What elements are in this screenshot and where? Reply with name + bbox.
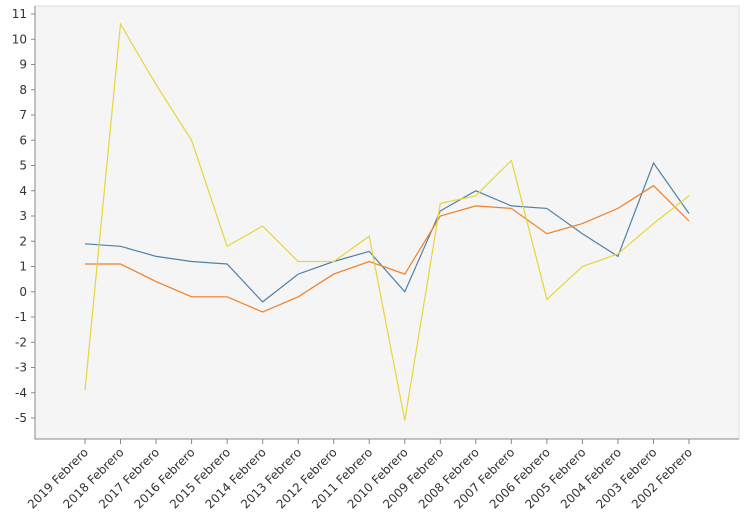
series-line-2 [85,184,690,313]
y-axis: -5 -4 -3 -2 -1 0 1 2 3 4 5 6 7 8 9 10 11 [12,6,36,439]
series-line-1 [84,161,690,303]
x-tick-label: 2019 Febrero [25,445,91,511]
y-tick-label: 10 [12,32,27,46]
y-tick-label: -2 [15,335,27,349]
series-layer [84,22,690,421]
y-tick-label: 5 [19,159,27,173]
y-tick-label: 2 [19,234,27,248]
y-tick-label: 7 [19,108,27,122]
y-tick-label: 9 [19,58,27,72]
y-tick-label: 4 [19,184,27,198]
y-tick-label: -4 [15,386,27,400]
y-tick-label: -5 [15,411,27,425]
y-tick-label: -1 [15,310,27,324]
y-tick-label: 3 [19,209,27,223]
y-tick-label: 8 [19,83,27,97]
y-tick-label: 1 [19,260,27,274]
y-tick-label: 6 [19,133,27,147]
y-tick-label: -3 [15,361,27,375]
y-tick-label: 11 [12,7,27,21]
y-tick-label: 0 [19,285,27,299]
series-line-3 [84,22,690,421]
plot-background [34,5,740,440]
